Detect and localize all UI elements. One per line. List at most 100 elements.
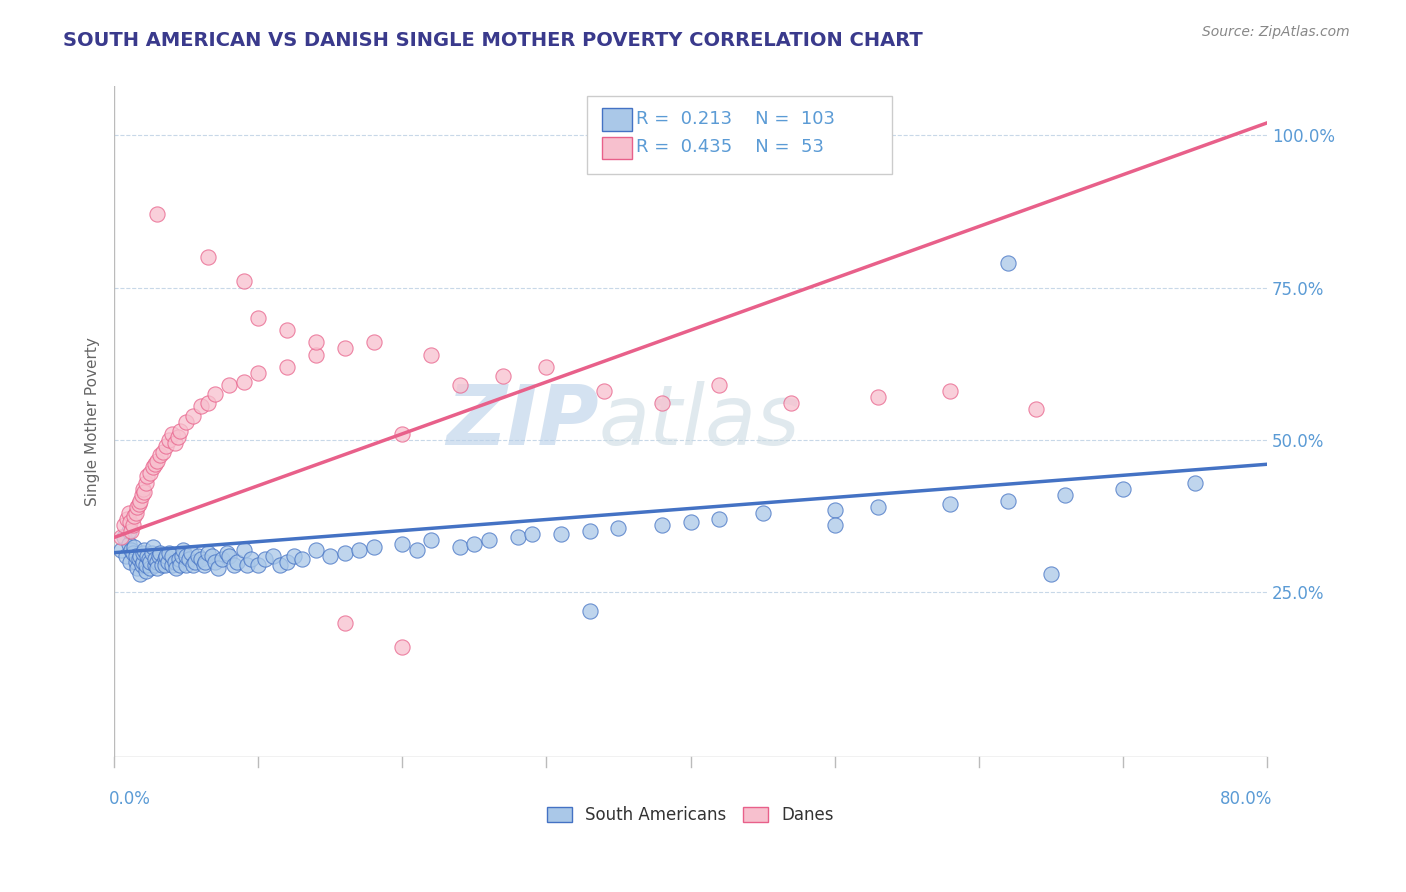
Point <box>124 540 146 554</box>
Point <box>135 558 157 572</box>
Point <box>215 546 238 560</box>
Point <box>824 503 846 517</box>
Point <box>135 475 157 490</box>
Point <box>269 558 291 572</box>
Point <box>204 555 226 569</box>
Point <box>225 555 247 569</box>
Text: 80.0%: 80.0% <box>1220 789 1272 808</box>
Point <box>110 542 132 557</box>
Point <box>125 506 148 520</box>
Point <box>112 530 135 544</box>
Point <box>463 536 485 550</box>
Point <box>193 558 215 572</box>
Point <box>149 546 172 560</box>
Point <box>135 564 157 578</box>
Point <box>146 561 169 575</box>
Point <box>118 555 141 569</box>
Point <box>112 518 135 533</box>
Point <box>1112 482 1135 496</box>
Point <box>138 551 160 566</box>
Point <box>118 515 141 529</box>
Point <box>319 549 342 563</box>
Point <box>136 469 159 483</box>
Point <box>550 527 572 541</box>
Point <box>129 549 152 563</box>
Point <box>449 540 471 554</box>
Point <box>167 551 190 566</box>
Point <box>180 546 202 560</box>
Point <box>204 387 226 401</box>
Point <box>142 460 165 475</box>
Point <box>283 549 305 563</box>
Point <box>131 488 153 502</box>
Point <box>110 530 132 544</box>
Point <box>247 558 270 572</box>
Point <box>305 347 328 361</box>
Point <box>1184 475 1206 490</box>
Point <box>139 561 162 575</box>
Point <box>163 555 186 569</box>
Y-axis label: Single Mother Poverty: Single Mother Poverty <box>86 337 100 506</box>
Point <box>197 250 219 264</box>
Point <box>240 551 263 566</box>
Point <box>155 439 177 453</box>
Point <box>651 518 673 533</box>
Point <box>197 396 219 410</box>
Point <box>578 603 600 617</box>
Point <box>141 546 163 560</box>
Point <box>121 524 143 539</box>
Point <box>152 445 174 459</box>
Point <box>235 558 257 572</box>
Point <box>124 509 146 524</box>
Point <box>146 207 169 221</box>
Point <box>939 497 962 511</box>
Point <box>218 378 240 392</box>
Point <box>139 555 162 569</box>
Point <box>143 558 166 572</box>
Point <box>391 426 413 441</box>
Point <box>190 551 212 566</box>
Point <box>651 396 673 410</box>
Point <box>136 549 159 563</box>
Point <box>593 384 616 398</box>
Point <box>129 493 152 508</box>
Point <box>222 558 245 572</box>
Point <box>160 426 183 441</box>
Point <box>709 378 731 392</box>
Point <box>232 274 254 288</box>
Point <box>150 558 173 572</box>
Point <box>211 551 233 566</box>
Text: R =  0.435    N =  53: R = 0.435 N = 53 <box>637 138 824 156</box>
Point <box>143 551 166 566</box>
Point <box>170 549 193 563</box>
Point <box>153 551 176 566</box>
Point <box>179 551 201 566</box>
Point <box>134 484 156 499</box>
Point <box>117 506 139 520</box>
Point <box>333 615 356 630</box>
Point <box>139 467 162 481</box>
Point <box>536 359 558 374</box>
Point <box>172 542 194 557</box>
Point <box>363 540 385 554</box>
Point <box>709 512 731 526</box>
Point <box>363 335 385 350</box>
Point <box>276 323 298 337</box>
Point <box>160 549 183 563</box>
Point <box>160 558 183 572</box>
Point <box>156 555 179 569</box>
Point <box>254 551 277 566</box>
Point <box>157 546 180 560</box>
Point <box>155 549 177 563</box>
Text: atlas: atlas <box>599 381 800 462</box>
Point <box>157 433 180 447</box>
Point <box>420 533 443 548</box>
Point <box>122 518 145 533</box>
Point <box>492 368 515 383</box>
Point <box>276 359 298 374</box>
Point <box>939 384 962 398</box>
Point <box>347 542 370 557</box>
Point <box>232 542 254 557</box>
Point <box>194 555 217 569</box>
FancyBboxPatch shape <box>602 109 631 131</box>
